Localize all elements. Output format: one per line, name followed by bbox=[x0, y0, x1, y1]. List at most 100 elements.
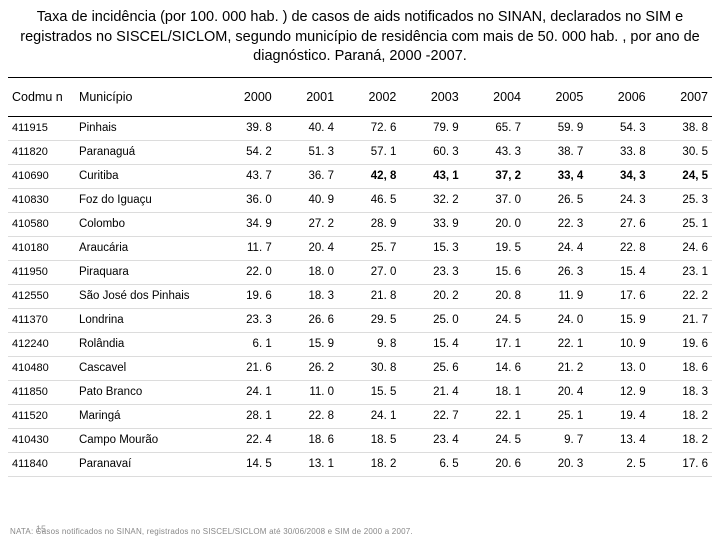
cell-value: 24. 5 bbox=[463, 308, 525, 332]
cell-municipio: Colombo bbox=[75, 212, 213, 236]
cell-value: 25. 1 bbox=[525, 404, 587, 428]
footnote: NATA: Casos notificados no SINAN, regist… bbox=[10, 527, 413, 536]
cell-value: 22. 8 bbox=[276, 404, 338, 428]
cell-value: 38. 8 bbox=[650, 116, 712, 140]
cell-codmun: 411820 bbox=[8, 140, 75, 164]
cell-value: 24. 1 bbox=[338, 404, 400, 428]
cell-value: 57. 1 bbox=[338, 140, 400, 164]
cell-value: 27. 2 bbox=[276, 212, 338, 236]
cell-municipio: Piraquara bbox=[75, 260, 213, 284]
cell-value: 21. 6 bbox=[213, 356, 275, 380]
cell-value: 19. 6 bbox=[650, 332, 712, 356]
cell-value: 24, 5 bbox=[650, 164, 712, 188]
col-2000: 2000 bbox=[213, 77, 275, 116]
cell-value: 14. 6 bbox=[463, 356, 525, 380]
cell-value: 20. 8 bbox=[463, 284, 525, 308]
cell-value: 25. 6 bbox=[400, 356, 462, 380]
col-municipio: Município bbox=[75, 77, 213, 116]
page-title: Taxa de incidência (por 100. 000 hab. ) … bbox=[0, 0, 720, 77]
cell-value: 22. 7 bbox=[400, 404, 462, 428]
cell-codmun: 411370 bbox=[8, 308, 75, 332]
cell-value: 18. 0 bbox=[276, 260, 338, 284]
table-row: 410580Colombo34. 927. 228. 933. 920. 022… bbox=[8, 212, 712, 236]
cell-value: 43, 1 bbox=[400, 164, 462, 188]
col-codmun: Codmu n bbox=[8, 77, 75, 116]
cell-municipio: Rolândia bbox=[75, 332, 213, 356]
cell-value: 18. 2 bbox=[650, 428, 712, 452]
cell-value: 59. 9 bbox=[525, 116, 587, 140]
cell-value: 20. 2 bbox=[400, 284, 462, 308]
table-row: 411850Pato Branco24. 111. 015. 521. 418.… bbox=[8, 380, 712, 404]
cell-value: 24. 4 bbox=[525, 236, 587, 260]
cell-value: 22. 0 bbox=[213, 260, 275, 284]
cell-value: 24. 5 bbox=[463, 428, 525, 452]
cell-value: 24. 1 bbox=[213, 380, 275, 404]
cell-value: 15. 5 bbox=[338, 380, 400, 404]
cell-value: 33. 8 bbox=[587, 140, 649, 164]
cell-value: 22. 1 bbox=[463, 404, 525, 428]
cell-municipio: Curitiba bbox=[75, 164, 213, 188]
cell-value: 23. 1 bbox=[650, 260, 712, 284]
cell-value: 33. 9 bbox=[400, 212, 462, 236]
cell-codmun: 410430 bbox=[8, 428, 75, 452]
cell-value: 25. 0 bbox=[400, 308, 462, 332]
cell-value: 6. 1 bbox=[213, 332, 275, 356]
cell-municipio: Pinhais bbox=[75, 116, 213, 140]
cell-value: 33, 4 bbox=[525, 164, 587, 188]
cell-value: 14. 5 bbox=[213, 452, 275, 476]
cell-value: 22. 3 bbox=[525, 212, 587, 236]
cell-codmun: 410180 bbox=[8, 236, 75, 260]
cell-value: 15. 9 bbox=[587, 308, 649, 332]
cell-municipio: Pato Branco bbox=[75, 380, 213, 404]
cell-value: 18. 5 bbox=[338, 428, 400, 452]
table-body: 411915Pinhais39. 840. 472. 679. 965. 759… bbox=[8, 116, 712, 476]
cell-value: 18. 1 bbox=[463, 380, 525, 404]
cell-codmun: 410690 bbox=[8, 164, 75, 188]
cell-value: 26. 2 bbox=[276, 356, 338, 380]
cell-value: 28. 1 bbox=[213, 404, 275, 428]
cell-value: 17. 1 bbox=[463, 332, 525, 356]
cell-value: 21. 7 bbox=[650, 308, 712, 332]
cell-value: 9. 8 bbox=[338, 332, 400, 356]
cell-value: 43. 7 bbox=[213, 164, 275, 188]
cell-value: 21. 8 bbox=[338, 284, 400, 308]
cell-value: 25. 3 bbox=[650, 188, 712, 212]
cell-value: 9. 7 bbox=[525, 428, 587, 452]
cell-value: 18. 6 bbox=[650, 356, 712, 380]
cell-value: 18. 2 bbox=[650, 404, 712, 428]
cell-value: 22. 8 bbox=[587, 236, 649, 260]
table-row: 411950Piraquara22. 018. 027. 023. 315. 6… bbox=[8, 260, 712, 284]
cell-value: 22. 1 bbox=[525, 332, 587, 356]
cell-value: 21. 4 bbox=[400, 380, 462, 404]
col-2002: 2002 bbox=[338, 77, 400, 116]
cell-value: 26. 3 bbox=[525, 260, 587, 284]
cell-value: 54. 2 bbox=[213, 140, 275, 164]
cell-value: 6. 5 bbox=[400, 452, 462, 476]
cell-codmun: 412240 bbox=[8, 332, 75, 356]
col-2006: 2006 bbox=[587, 77, 649, 116]
cell-value: 15. 9 bbox=[276, 332, 338, 356]
cell-value: 13. 4 bbox=[587, 428, 649, 452]
cell-codmun: 411915 bbox=[8, 116, 75, 140]
col-2003: 2003 bbox=[400, 77, 462, 116]
table-row: 410830Foz do Iguaçu36. 040. 946. 532. 23… bbox=[8, 188, 712, 212]
cell-value: 13. 0 bbox=[587, 356, 649, 380]
cell-value: 26. 5 bbox=[525, 188, 587, 212]
cell-value: 28. 9 bbox=[338, 212, 400, 236]
cell-codmun: 412550 bbox=[8, 284, 75, 308]
cell-codmun: 411950 bbox=[8, 260, 75, 284]
cell-value: 20. 0 bbox=[463, 212, 525, 236]
table-row: 412550São José dos Pinhais19. 618. 321. … bbox=[8, 284, 712, 308]
cell-value: 18. 2 bbox=[338, 452, 400, 476]
cell-municipio: Campo Mourão bbox=[75, 428, 213, 452]
cell-value: 25. 7 bbox=[338, 236, 400, 260]
cell-value: 30. 5 bbox=[650, 140, 712, 164]
cell-value: 54. 3 bbox=[587, 116, 649, 140]
cell-value: 32. 2 bbox=[400, 188, 462, 212]
cell-municipio: Paranavaí bbox=[75, 452, 213, 476]
cell-value: 18. 3 bbox=[650, 380, 712, 404]
cell-value: 36. 0 bbox=[213, 188, 275, 212]
cell-value: 2. 5 bbox=[587, 452, 649, 476]
table-row: 410690Curitiba43. 736. 742, 843, 137, 23… bbox=[8, 164, 712, 188]
cell-value: 46. 5 bbox=[338, 188, 400, 212]
